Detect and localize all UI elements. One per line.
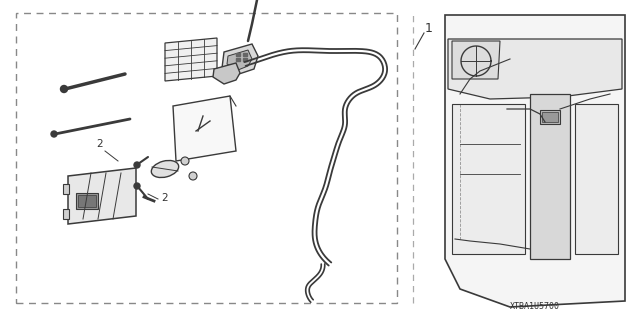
Bar <box>78 195 96 207</box>
Bar <box>542 112 558 122</box>
Bar <box>243 53 247 56</box>
Bar <box>236 57 240 61</box>
Bar <box>236 53 240 56</box>
Polygon shape <box>575 104 618 254</box>
Bar <box>76 193 98 209</box>
Bar <box>16 13 397 303</box>
Polygon shape <box>530 94 570 259</box>
Circle shape <box>181 157 189 165</box>
Polygon shape <box>68 168 136 224</box>
Bar <box>63 209 69 219</box>
Text: 2: 2 <box>97 139 103 149</box>
Circle shape <box>134 162 140 168</box>
Circle shape <box>189 172 197 180</box>
Polygon shape <box>173 96 236 161</box>
Polygon shape <box>448 39 622 99</box>
Bar <box>243 57 247 61</box>
Ellipse shape <box>151 160 179 178</box>
Polygon shape <box>452 104 525 254</box>
Circle shape <box>61 85 67 93</box>
Polygon shape <box>222 44 258 74</box>
Polygon shape <box>452 41 500 79</box>
Text: 1: 1 <box>425 23 433 35</box>
Text: 2: 2 <box>162 193 168 203</box>
Text: XTBA1U5700: XTBA1U5700 <box>510 302 560 311</box>
Polygon shape <box>445 15 625 307</box>
Bar <box>63 184 69 194</box>
Bar <box>540 110 560 124</box>
Polygon shape <box>227 50 252 70</box>
Circle shape <box>51 131 57 137</box>
Polygon shape <box>165 38 217 81</box>
Circle shape <box>134 183 140 189</box>
Polygon shape <box>213 63 240 84</box>
